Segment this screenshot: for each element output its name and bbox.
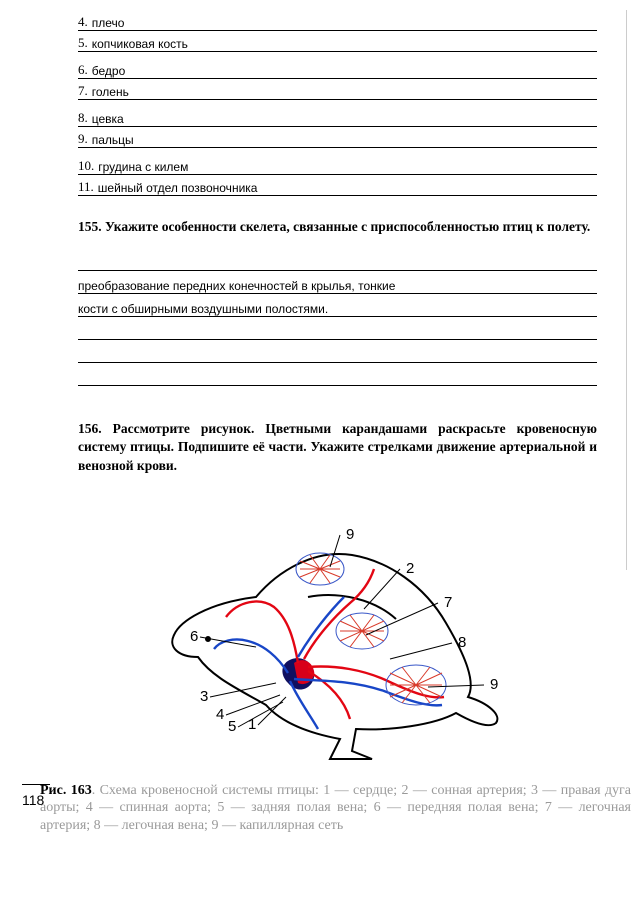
essay-line xyxy=(78,248,597,271)
bird-diagram-svg: 1 2 345 6 7 8 9 9 xyxy=(138,507,538,767)
answer-num: 6. xyxy=(78,62,92,78)
figure-bird-circulatory: 1 2 345 6 7 8 9 9 xyxy=(78,507,597,772)
answer-line-11: 11. шейный отдел позвоночника xyxy=(78,177,597,196)
answer-text: копчиковая кость xyxy=(92,37,188,51)
caption-lead: Рис. 163 xyxy=(40,783,92,798)
figure-label: 4 xyxy=(216,706,224,723)
answer-num: 4. xyxy=(78,14,92,30)
answer-line-7: 7. голень xyxy=(78,81,597,100)
answer-text: шейный отдел позвоночника xyxy=(98,181,258,195)
answer-text: пальцы xyxy=(92,133,134,147)
page-content: 4. плечо 5. копчиковая кость 6. бедро 7.… xyxy=(0,0,631,776)
essay-line xyxy=(78,340,597,363)
figure-label: 8 xyxy=(458,634,466,651)
answer-text: плечо xyxy=(92,16,125,30)
answer-line-4: 4. плечо xyxy=(78,12,597,31)
answer-num: 8. xyxy=(78,110,92,126)
answer-num: 7. xyxy=(78,83,92,99)
essay-line: кости с обширными воздушными полостями. xyxy=(78,294,597,317)
figure-label: 2 xyxy=(406,560,414,577)
right-margin-rule xyxy=(626,10,627,570)
answer-text: цевка xyxy=(92,112,124,126)
figure-label: 3 xyxy=(200,688,208,705)
essay-line xyxy=(78,363,597,386)
answer-line-10: 10. грудина с килем xyxy=(78,156,597,175)
answer-num: 9. xyxy=(78,131,92,147)
answer-line-9: 9. пальцы xyxy=(78,129,597,148)
figure-caption: Рис. 163. Схема кровеносной системы птиц… xyxy=(40,782,631,835)
answer-line-8: 8. цевка xyxy=(78,108,597,127)
q155-title: 155. Укажите особенности скелета, связан… xyxy=(78,218,597,236)
answer-num: 11. xyxy=(78,179,98,195)
figure-label: 7 xyxy=(444,594,452,611)
answer-num: 10. xyxy=(78,158,98,174)
answer-text: голень xyxy=(92,85,129,99)
q155-answers: преобразование передних конечностей в кр… xyxy=(78,248,597,386)
figure-label: 1 xyxy=(248,716,256,733)
page-number: 118 xyxy=(22,792,44,808)
answer-text: бедро xyxy=(92,64,126,78)
essay-line: преобразование передних конечностей в кр… xyxy=(78,271,597,294)
figure-label: 9 xyxy=(490,676,498,693)
caption-body: . Схема кровеносной системы птицы: 1 — с… xyxy=(40,783,631,833)
answer-text: грудина с килем xyxy=(98,160,188,174)
answer-num: 5. xyxy=(78,35,92,51)
page-number-rule xyxy=(22,784,50,785)
answer-line-6: 6. бедро xyxy=(78,60,597,79)
q156-title: 156. Рассмотрите рисунок. Цветными каран… xyxy=(78,420,597,475)
figure-label: 9 xyxy=(346,526,354,543)
figure-label: 5 xyxy=(228,718,236,735)
figure-label: 6 xyxy=(190,628,198,645)
answer-line-5: 5. копчиковая кость xyxy=(78,33,597,52)
essay-line xyxy=(78,317,597,340)
